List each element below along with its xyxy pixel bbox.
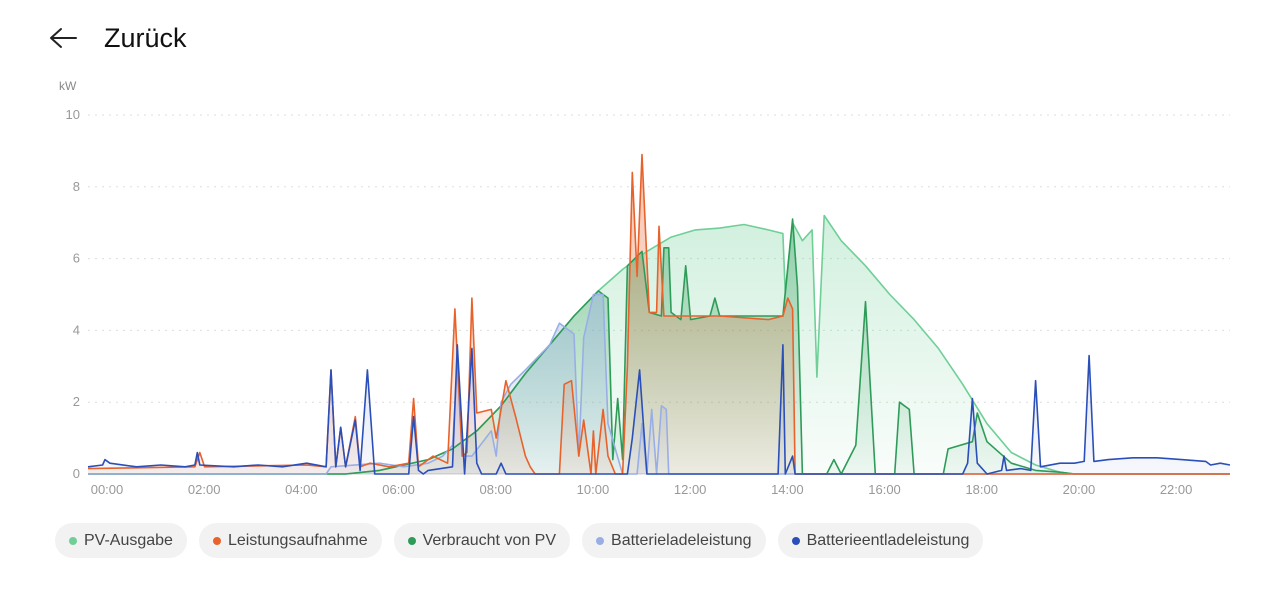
y-tick-label: 6 [73,251,80,266]
x-tick-label: 06:00 [382,482,415,497]
legend-item[interactable]: Batterieentladeleistung [777,523,984,558]
series-line [88,218,1230,475]
x-tick-label: 02:00 [188,482,221,497]
y-tick-label: 2 [73,394,80,409]
y-tick-label: 4 [73,322,80,337]
series-line [88,293,1230,475]
x-tick-label: 00:00 [91,482,124,497]
series-line [87,343,1231,475]
legend-dot-icon [791,536,800,545]
x-tick-label: 04:00 [285,482,318,497]
legend-item[interactable]: PV-Ausgabe [55,523,187,558]
y-axis-unit: kW [59,79,77,93]
x-tick-label: 10:00 [577,482,610,497]
legend-item[interactable]: Batterieladeleistung [582,523,766,558]
series-area [88,154,1230,474]
legend-dot-icon [69,536,77,545]
page-title[interactable]: Zurück [104,22,187,53]
y-tick-label: 10 [66,107,80,122]
legend-dot-icon [212,536,221,545]
x-tick-label: 18:00 [965,482,998,497]
chart-legend: PV-Ausgabe Leistungsaufnahme Verbraucht vo… [55,523,984,558]
x-tick-label: 20:00 [1063,482,1096,497]
x-tick-label: 14:00 [771,482,804,497]
series-area [88,344,1230,474]
x-tick-label: 16:00 [868,482,901,497]
y-tick-label: 0 [73,466,80,481]
legend-label: Batterieladeleistung [611,531,752,549]
power-chart: kW 0 2 4 6 8 10 00:00 02:00 04:00 06:00 08:00 10:00 1… [59,79,1231,497]
y-tick-label: 8 [73,179,80,194]
x-tick-label: 08:00 [479,482,512,497]
header: Zurück [46,18,187,58]
legend-dot-icon [596,536,605,545]
legend-label: Verbraucht von PV [422,531,557,549]
x-tick-label: 12:00 [674,482,707,497]
legend-item[interactable]: Leistungsaufnahme [198,523,382,558]
legend-label: Batterieentladeleistung [806,531,970,549]
back-arrow-icon[interactable] [46,21,80,55]
x-tick-label: 22:00 [1160,482,1193,497]
legend-label: PV-Ausgabe [84,531,173,549]
legend-item[interactable]: Verbraucht von PV [393,523,571,558]
legend-label: Leistungsaufnahme [227,531,368,549]
legend-dot-icon [407,536,416,545]
